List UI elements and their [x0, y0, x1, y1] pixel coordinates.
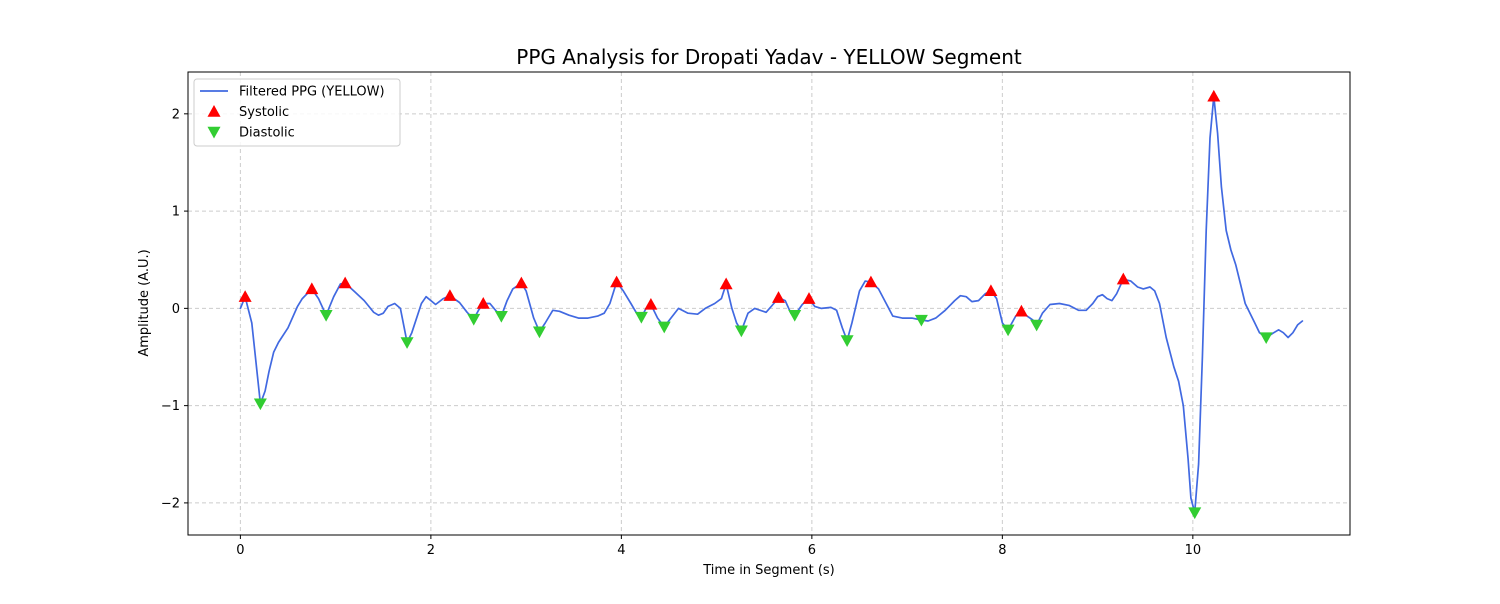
y-tick-label: −1 [161, 399, 180, 414]
diastolic-trough-marker [1188, 507, 1202, 520]
diastolic-trough-marker [400, 337, 414, 349]
x-tick-label: 4 [617, 543, 625, 558]
systolic-peak-marker [864, 275, 878, 288]
diastolic-trough-marker [788, 309, 802, 322]
x-axis-ticks: 0 2 4 6 8 10 [236, 535, 1201, 558]
systolic-peak-marker [514, 276, 528, 289]
plot-series [238, 89, 1304, 520]
systolic-peak-marker [802, 292, 816, 304]
diastolic-trough-marker [1030, 319, 1044, 332]
diastolic-trough-marker [253, 398, 267, 411]
systolic-peak-marker [476, 297, 490, 309]
diastolic-trough-marker [634, 311, 648, 324]
diastolic-trough-marker [657, 321, 671, 334]
diastolic-trough-marker [840, 335, 854, 347]
diastolic-trough-marker [1001, 324, 1015, 337]
systolic-peak-marker [719, 277, 733, 290]
systolic-peak-marker [772, 291, 786, 303]
legend-box [193, 78, 401, 147]
y-tick-label: −2 [161, 496, 180, 511]
y-tick-label: 1 [172, 205, 180, 220]
systolic-peak-marker [338, 276, 352, 289]
systolic-peak-marker [984, 284, 998, 297]
systolic-peak-marker [644, 297, 658, 310]
diastolic-trough-marker [532, 326, 546, 339]
systolic-peak-marker [1207, 89, 1221, 102]
diastolic-trough-marker [494, 310, 508, 323]
legend-entry-label: Diastolic [239, 126, 295, 141]
diastolic-trough-marker [1259, 332, 1273, 345]
x-tick-label: 0 [236, 543, 244, 558]
x-axis-label: Time in Segment (s) [702, 563, 834, 578]
y-axis-label: Amplitude (A.U.) [137, 249, 152, 356]
y-axis-ticks: −2 −1 0 1 2 [161, 107, 188, 511]
diastolic-trough-marker [914, 314, 928, 327]
diastolic-trough-marker [319, 309, 333, 322]
systolic-peak-marker [610, 275, 624, 288]
x-tick-label: 6 [808, 543, 816, 558]
diastolic-trough-marker [467, 313, 481, 326]
systolic-peak-marker [443, 289, 457, 301]
ppg-signal-line [239, 95, 1304, 514]
diastolic-trough-marker [734, 325, 748, 338]
x-tick-label: 2 [427, 543, 435, 558]
x-tick-label: 8 [998, 543, 1006, 558]
chart-title: PPG Analysis for Dropati Yadav - YELLOW … [516, 45, 1022, 69]
x-tick-label: 10 [1185, 543, 1202, 558]
plot-frame [187, 71, 1351, 536]
y-tick-label: 2 [172, 107, 180, 122]
legend-diastolic-swatch [207, 126, 221, 139]
legend-entry-label: Systolic [239, 105, 289, 120]
legend: Filtered PPG (YELLOW) Systolic Diastolic [193, 78, 401, 147]
legend-systolic-swatch [207, 105, 221, 117]
grid [188, 72, 1350, 535]
legend-entry-label: Filtered PPG (YELLOW) [239, 85, 385, 100]
systolic-peak-marker [1116, 272, 1130, 285]
systolic-peak-marker [1014, 304, 1028, 317]
systolic-peak-marker [305, 282, 319, 295]
y-tick-label: 0 [172, 302, 180, 317]
systolic-peak-marker [238, 290, 252, 302]
